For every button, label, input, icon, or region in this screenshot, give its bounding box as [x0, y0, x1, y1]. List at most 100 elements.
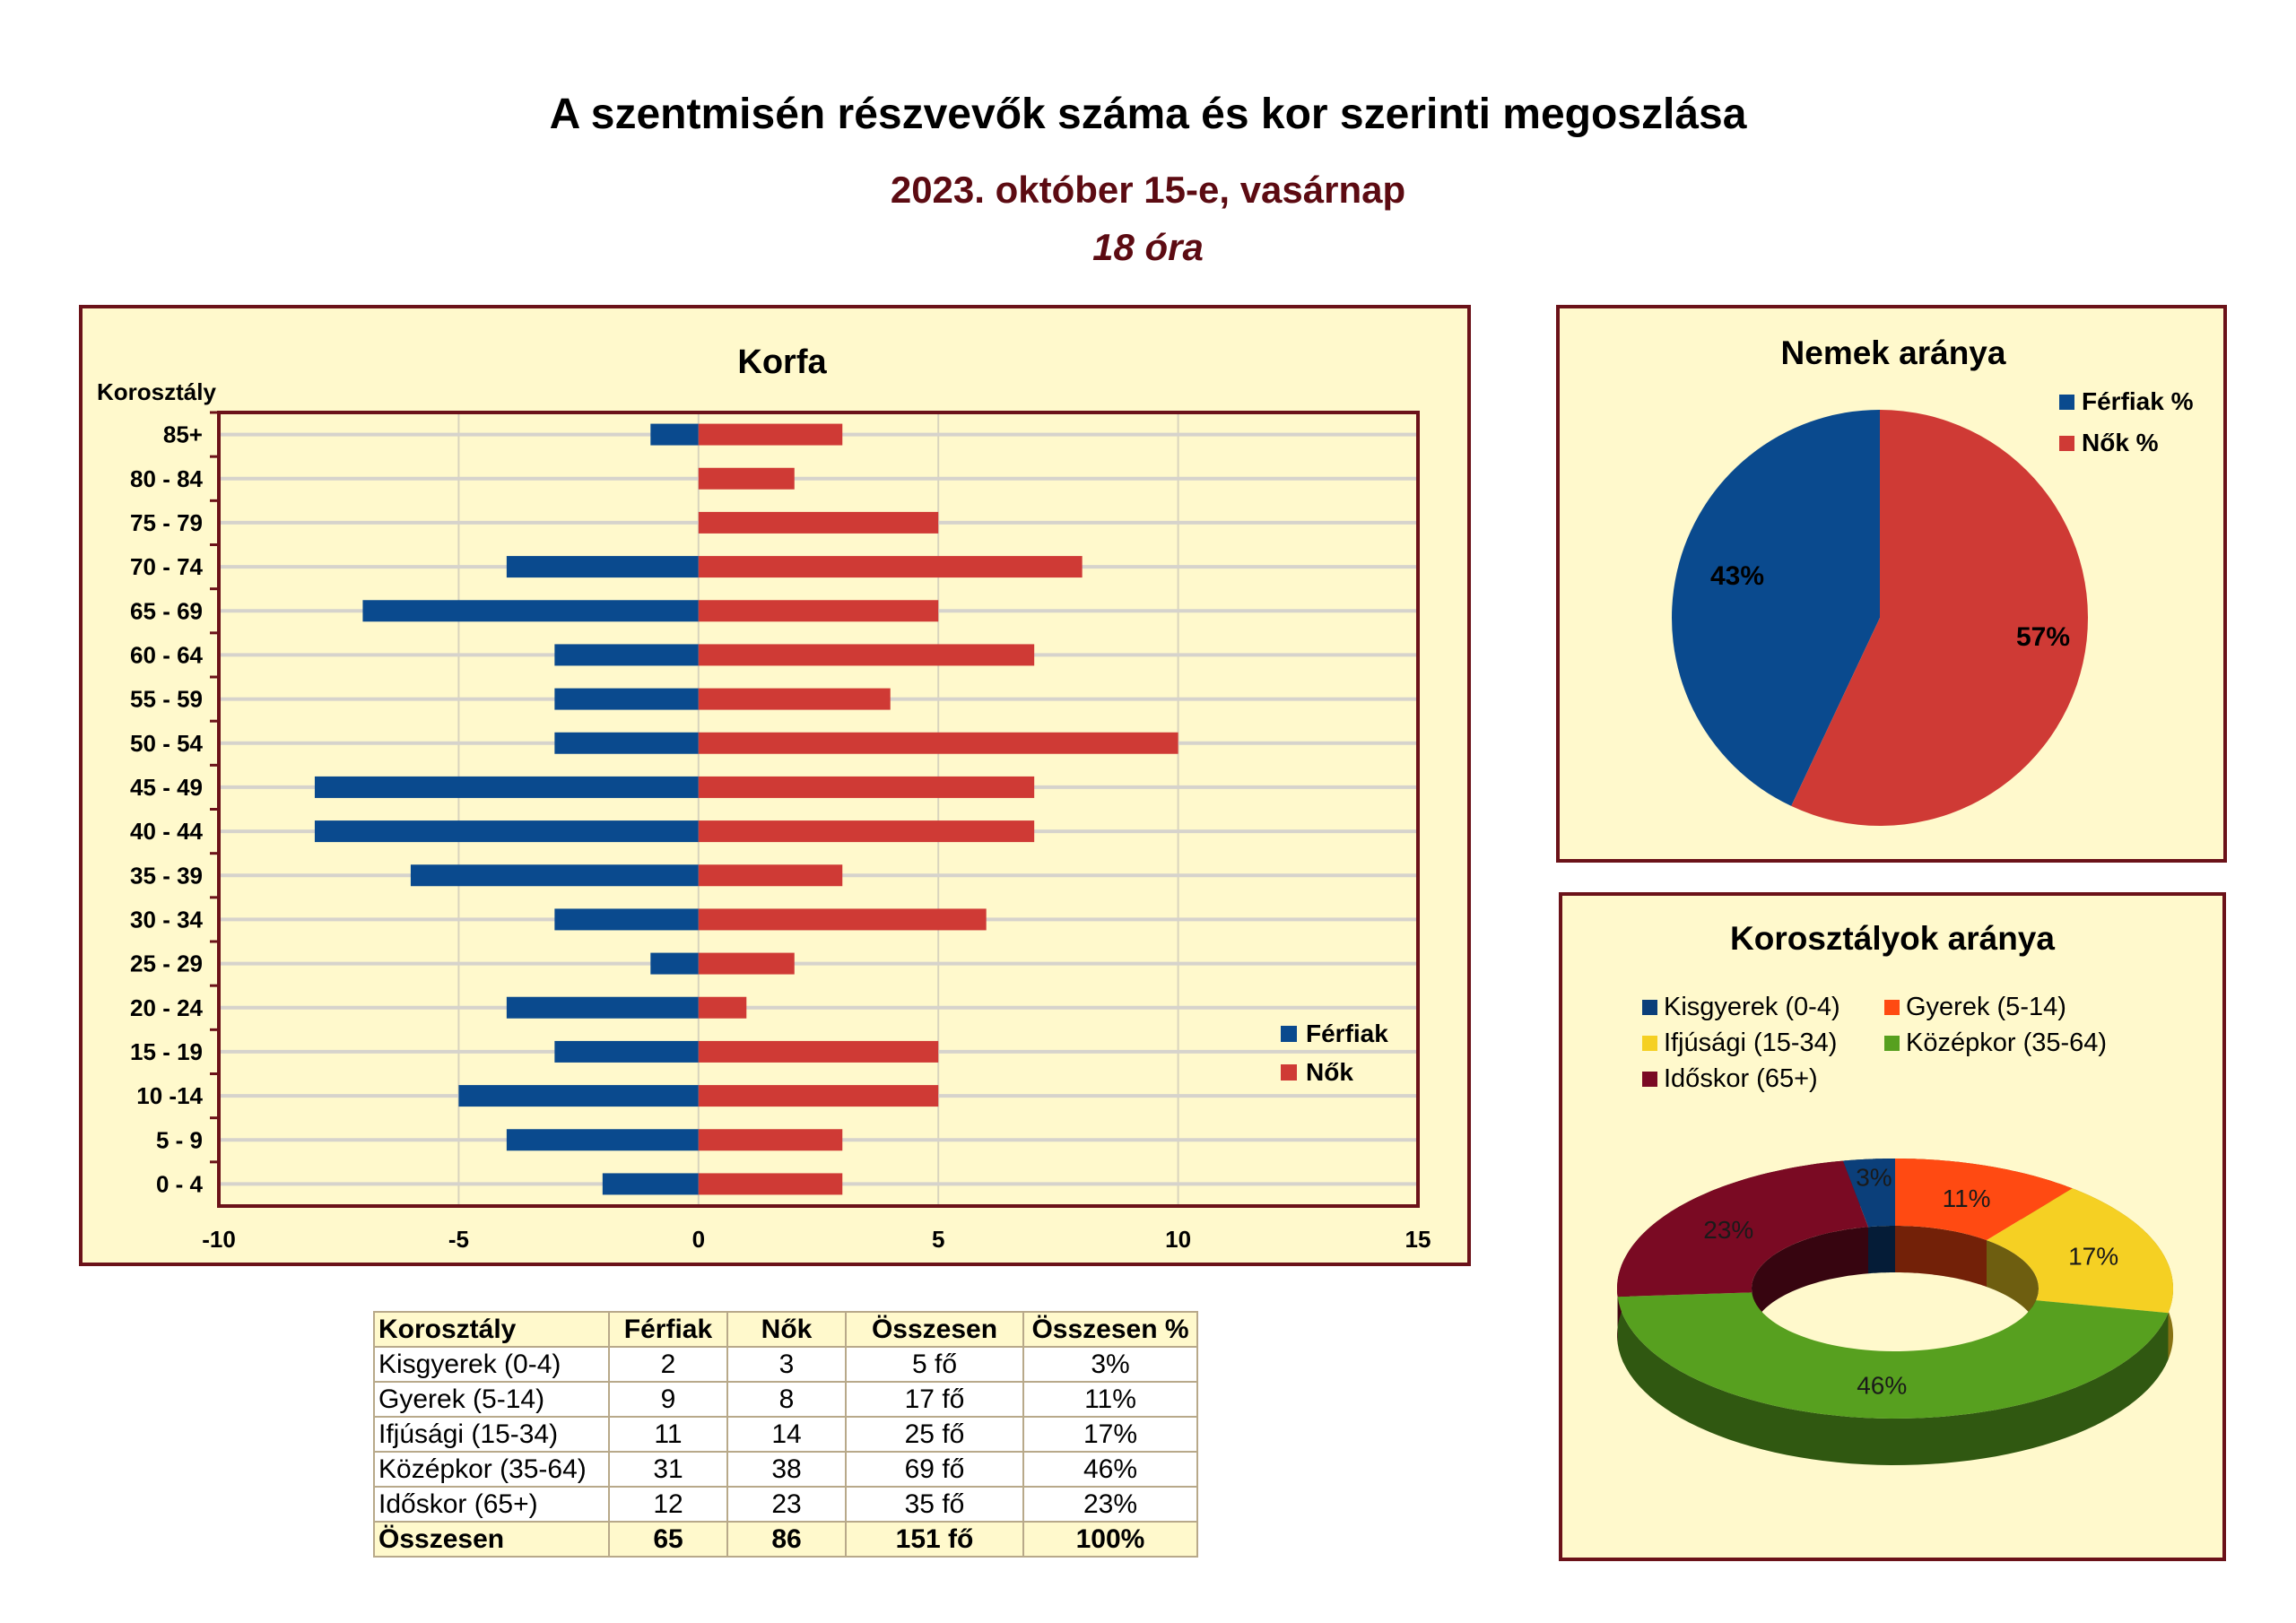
legend-swatch-nok-pct: [2059, 436, 2074, 451]
korfa-bar-nok: [698, 996, 747, 1019]
korfa-bar-ferfiak: [554, 1040, 699, 1063]
korfa-category-label: 45 - 49: [130, 774, 203, 801]
korfa-category-label: 60 - 64: [130, 641, 203, 668]
pie-data-label: 57%: [2016, 622, 2070, 652]
table-cell: 3%: [1022, 1346, 1198, 1383]
korfa-bar-ferfiak: [410, 864, 699, 887]
table-row: Gyerek (5-14) 9 8 17 fő 11%: [373, 1381, 1198, 1418]
korfa-category-label: 25 - 29: [130, 950, 203, 977]
table-cell: 3: [726, 1346, 847, 1383]
table-cell: 17%: [1022, 1416, 1198, 1453]
korfa-category-label: 65 - 69: [130, 597, 203, 624]
table-cell: 14: [726, 1416, 847, 1453]
legend-label-nok: Nők: [1306, 1058, 1353, 1086]
donut-slice-ifjusagi: [1987, 1188, 2173, 1314]
table-total-row: Összesen 65 86 151 fő 100%: [373, 1521, 1198, 1558]
korfa-bar-ferfiak: [650, 423, 699, 446]
korfa-bar-nok: [698, 864, 843, 887]
table-cell: 38: [726, 1451, 847, 1488]
age-group-donut-chart: Korosztályok aránya Kisgyerek (0-4) Gyer…: [1617, 920, 2173, 1465]
korfa-bar-ferfiak: [650, 952, 699, 975]
donut-data-label: 3%: [1856, 1164, 1892, 1192]
korfa-category-label: 85+: [163, 421, 203, 448]
donut-data-label: 23%: [1703, 1216, 1753, 1244]
korfa-category-label: 0 - 4: [156, 1170, 204, 1197]
table-row: Ifjúsági (15-34) 11 14 25 fő 17%: [373, 1416, 1198, 1453]
donut-inner-wall-idoskor: [1752, 1227, 1868, 1340]
korfa-plot-frame: [217, 411, 1420, 1208]
table-cell: 2: [608, 1346, 728, 1383]
summary-table: Korosztály Férfiak Nők Összesen Összesen…: [373, 1311, 1198, 1558]
table-total-cell: 100%: [1022, 1521, 1198, 1558]
legend-label-ifjusagi: Ifjúsági (15-34): [1664, 1028, 1837, 1057]
legend-label-ferfiak: Férfiak: [1306, 1020, 1388, 1047]
table-cell: 23%: [1022, 1486, 1198, 1523]
legend-swatch-gyerek: [1884, 1000, 1900, 1015]
korfa-bar-nok: [698, 1040, 939, 1063]
table-total-cell: 65: [608, 1521, 728, 1558]
legend-swatch-ferfiak: [1281, 1026, 1297, 1042]
korfa-chart-panel: Korfa Korosztály 85+ 80 - 84 75 - 79 70 - 7…: [79, 305, 1471, 1266]
korfa-x-tick-label: 0: [692, 1226, 705, 1253]
table-cell: 12: [608, 1486, 728, 1523]
table-cell: Középkor (35-64): [373, 1451, 610, 1488]
korfa-bar-ferfiak: [602, 1173, 699, 1195]
gender-legend: Férfiak % Nők %: [2059, 387, 2194, 456]
table-row: Időskor (65+) 12 23 35 fő 23%: [373, 1486, 1198, 1523]
col-header-osszesen: Összesen: [845, 1311, 1024, 1348]
korfa-bar-ferfiak: [554, 908, 699, 931]
korfa-x-tick-label: -10: [202, 1226, 236, 1253]
korfa-category-label: 40 - 44: [130, 818, 203, 845]
legend-label-nok-pct: Nők %: [2082, 429, 2159, 456]
col-header-nok: Nők: [726, 1311, 847, 1348]
col-header-korosztaly: Korosztály: [373, 1311, 610, 1348]
korfa-y-axis-label: Korosztály: [97, 378, 216, 405]
age-legend: Kisgyerek (0-4) Gyerek (5-14) Ifjúsági (…: [1642, 993, 2107, 1093]
gender-pie-chart: Nemek aránya 43% 57% Férfiak % Nők %: [1672, 334, 2194, 826]
korfa-bar-ferfiak: [314, 820, 699, 843]
page-subtitle: 2023. október 15-e, vasárnap: [890, 169, 1406, 211]
table-total-cell: 151 fő: [845, 1521, 1024, 1558]
donut-data-label: 11%: [1943, 1185, 1991, 1212]
table-cell: 35 fő: [845, 1486, 1024, 1523]
korfa-bar-nok: [698, 556, 1083, 578]
donut-data-label: 46%: [1857, 1371, 1907, 1399]
legend-label-gyerek: Gyerek (5-14): [1906, 993, 2066, 1021]
korfa-bar-ferfiak: [458, 1085, 699, 1107]
donut-slice-idoskor: [1617, 1160, 1868, 1298]
gender-chart-title: Nemek aránya: [1781, 334, 2006, 371]
table-row: Középkor (35-64) 31 38 69 fő 46%: [373, 1451, 1198, 1488]
table-cell: Gyerek (5-14): [373, 1381, 610, 1418]
age-group-chart-panel: Korosztályok aránya Kisgyerek (0-4) Gyer…: [1559, 892, 2226, 1561]
korfa-bar-nok: [698, 600, 939, 622]
korfa-category-label: 20 - 24: [130, 994, 203, 1021]
age-chart-title: Korosztályok aránya: [1730, 920, 2055, 957]
table-total-cell: 86: [726, 1521, 847, 1558]
col-header-osszesen-pct: Összesen %: [1022, 1311, 1198, 1348]
korfa-bar-nok: [698, 467, 795, 490]
legend-swatch-ferfiak-pct: [2059, 395, 2074, 410]
pie-slice-ferfiak: [1672, 410, 1880, 806]
korfa-bar-nok: [698, 511, 939, 534]
korfa-bar-ferfiak: [506, 1129, 699, 1151]
korfa-category-label: 5 - 9: [156, 1126, 203, 1153]
korfa-bar-ferfiak: [362, 600, 699, 622]
table-cell: 46%: [1022, 1451, 1198, 1488]
pie-slice-nok: [1791, 410, 2088, 826]
table-cell: 9: [608, 1381, 728, 1418]
donut-inner-wall-kisgyerek: [1868, 1226, 1895, 1274]
korfa-category-label: 15 - 19: [130, 1038, 203, 1065]
korfa-bar-nok: [698, 423, 843, 446]
legend-label-ferfiak-pct: Férfiak %: [2082, 387, 2194, 415]
table-header-row: Korosztály Férfiak Nők Összesen Összesen…: [373, 1311, 1198, 1348]
table-cell: 23: [726, 1486, 847, 1523]
table-cell: 5 fő: [845, 1346, 1024, 1383]
page-title: A szentmisén részvevők száma és kor szer…: [549, 91, 1747, 138]
korfa-bar-ferfiak: [554, 732, 699, 754]
korfa-category-label: 30 - 34: [130, 906, 203, 933]
korfa-bar-nok: [698, 1129, 843, 1151]
korfa-x-tick-label: 5: [932, 1226, 944, 1253]
korfa-bar-nok: [698, 1173, 843, 1195]
korfa-category-label: 55 - 59: [130, 686, 203, 713]
korfa-x-tick-label: 15: [1405, 1226, 1431, 1253]
